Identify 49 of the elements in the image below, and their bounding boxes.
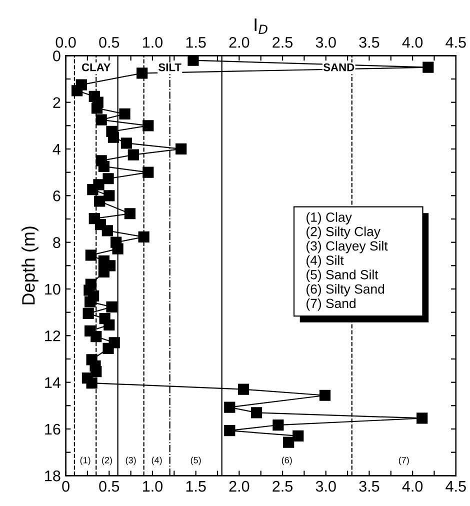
x-tick-label: 0.5 bbox=[99, 480, 120, 492]
annotation: (4) bbox=[152, 456, 162, 466]
annotation: (6) bbox=[282, 456, 292, 466]
y-axis-title: Depth (m) bbox=[22, 226, 38, 304]
y-tick-label: 18 bbox=[45, 470, 60, 482]
annotation: (3) bbox=[126, 456, 136, 466]
y-tick-label: 8 bbox=[53, 237, 60, 248]
y-tick-label: 12 bbox=[45, 330, 60, 342]
annotation: SAND bbox=[323, 63, 354, 72]
annotation: SILT bbox=[158, 63, 182, 72]
annotation: (7) bbox=[398, 456, 409, 466]
annotation: (1) bbox=[80, 456, 90, 466]
x2-tick-label: 0.0 bbox=[56, 36, 76, 48]
y-tick-label: 16 bbox=[45, 424, 60, 435]
y-tick-label: 0 bbox=[53, 50, 60, 62]
y-tick-label: 2 bbox=[53, 97, 60, 108]
annotation: (2) bbox=[102, 456, 112, 466]
x2-tick-label: 0.5 bbox=[99, 36, 120, 48]
annotation: (5) Sand Silt bbox=[306, 270, 378, 282]
x2-tick-label: 1.0 bbox=[143, 36, 163, 48]
x2-tick-label: 4.5 bbox=[446, 37, 466, 48]
x-tick-label: 0 bbox=[62, 480, 70, 492]
x2-tick-label: 2.5 bbox=[272, 36, 292, 48]
y-tick-label: 6 bbox=[53, 190, 60, 202]
x-tick-label: 3.0 bbox=[316, 480, 336, 492]
x2-tick-label: 2.0 bbox=[229, 36, 250, 48]
x-tick-label: 4.0 bbox=[402, 480, 423, 492]
annotation: (4) Silt bbox=[306, 255, 344, 268]
x2-tick-label: 1.5 bbox=[186, 37, 206, 48]
annotation: CLAY bbox=[82, 63, 111, 72]
x-tick-label: 1.0 bbox=[143, 480, 163, 492]
x-tick-label: 4.5 bbox=[446, 481, 466, 492]
x-tick-label: 1.5 bbox=[186, 481, 206, 492]
annotation: (5) bbox=[190, 456, 201, 466]
annotation: (6) Silty Sand bbox=[306, 284, 384, 296]
y-tick-label: 4 bbox=[52, 144, 60, 155]
x-tick-label: 3.5 bbox=[359, 480, 380, 492]
x-tick-label: 2.0 bbox=[229, 480, 250, 492]
annotation: (1) Clay bbox=[306, 212, 352, 224]
x2-tick-label: 3.0 bbox=[316, 36, 336, 48]
annotation: (3) Clayey Silt bbox=[306, 240, 388, 254]
x2-axis-title: I$_{D}$ bbox=[254, 18, 268, 34]
x2-tick-label: 3.5 bbox=[359, 36, 380, 48]
y-tick-label: 14 bbox=[45, 377, 60, 388]
y-tick-label: 10 bbox=[45, 284, 60, 295]
annotation: (2) Silty Clay bbox=[306, 226, 380, 239]
x2-tick-label: 4.0 bbox=[402, 36, 423, 48]
annotation: (7) Sand bbox=[306, 298, 356, 311]
x-tick-label: 2.5 bbox=[272, 480, 292, 492]
